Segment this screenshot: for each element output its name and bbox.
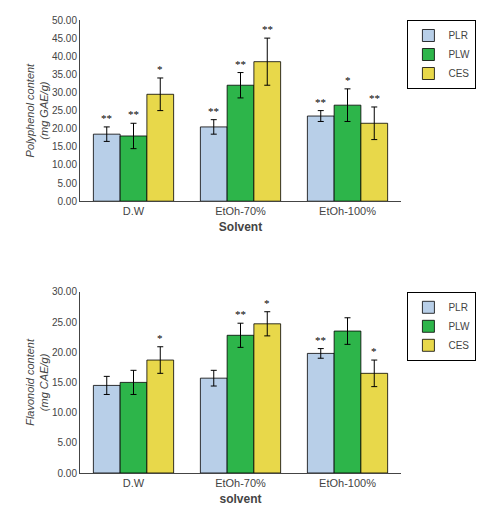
svg-text:**: ** <box>235 308 246 320</box>
svg-text:5.00: 5.00 <box>58 437 78 448</box>
svg-text:50.00: 50.00 <box>52 15 77 26</box>
svg-text:*: * <box>264 297 270 309</box>
svg-text:10.00: 10.00 <box>52 407 77 418</box>
svg-text:EtOh-100%: EtOh-100% <box>319 205 376 217</box>
svg-text:20.00: 20.00 <box>52 347 77 358</box>
svg-text:15.00: 15.00 <box>52 377 77 388</box>
svg-text:*: * <box>157 63 163 75</box>
svg-text:0.00: 0.00 <box>58 196 78 207</box>
svg-text:*: * <box>371 345 377 357</box>
svg-text:40.00: 40.00 <box>52 51 77 62</box>
svg-text:D.W: D.W <box>123 205 145 217</box>
svg-text:EtOh-70%: EtOh-70% <box>215 205 266 217</box>
svg-text:PLR: PLR <box>448 30 467 41</box>
svg-text:10.00: 10.00 <box>52 159 77 170</box>
svg-text:20.00: 20.00 <box>52 123 77 134</box>
svg-text:*: * <box>345 74 351 86</box>
svg-text:Polyphenol content(mg GAE/g): Polyphenol content(mg GAE/g) <box>24 63 50 158</box>
svg-text:45.00: 45.00 <box>52 33 77 44</box>
svg-text:CES: CES <box>448 340 469 351</box>
svg-text:30.00: 30.00 <box>52 87 77 98</box>
svg-text:30.00: 30.00 <box>52 286 77 297</box>
svg-text:35.00: 35.00 <box>52 69 77 80</box>
svg-text:**: ** <box>128 108 139 120</box>
svg-text:Flavonoid content(mg CAE/g): Flavonoid content(mg CAE/g) <box>24 338 50 426</box>
svg-text:EtOh-100%: EtOh-100% <box>319 477 376 489</box>
svg-text:0.00: 0.00 <box>58 468 78 479</box>
svg-text:5.00: 5.00 <box>58 178 78 189</box>
svg-text:**: ** <box>315 96 326 108</box>
svg-text:**: ** <box>235 58 246 70</box>
svg-text:**: ** <box>208 105 219 117</box>
svg-text:25.00: 25.00 <box>52 317 77 328</box>
svg-text:25.00: 25.00 <box>52 105 77 116</box>
svg-text:PLW: PLW <box>448 49 469 60</box>
svg-text:*: * <box>157 332 163 344</box>
svg-text:Solvent: Solvent <box>219 220 262 234</box>
svg-text:PLR: PLR <box>448 302 467 313</box>
svg-text:**: ** <box>262 23 273 35</box>
svg-text:15.00: 15.00 <box>52 141 77 152</box>
svg-text:solvent: solvent <box>219 492 261 506</box>
svg-text:PLW: PLW <box>448 321 469 332</box>
svg-text:**: ** <box>369 92 380 104</box>
svg-text:EtOh-70%: EtOh-70% <box>215 477 266 489</box>
svg-text:**: ** <box>315 334 326 346</box>
svg-text:**: ** <box>101 112 112 124</box>
svg-text:CES: CES <box>448 68 469 79</box>
svg-text:D.W: D.W <box>123 477 145 489</box>
